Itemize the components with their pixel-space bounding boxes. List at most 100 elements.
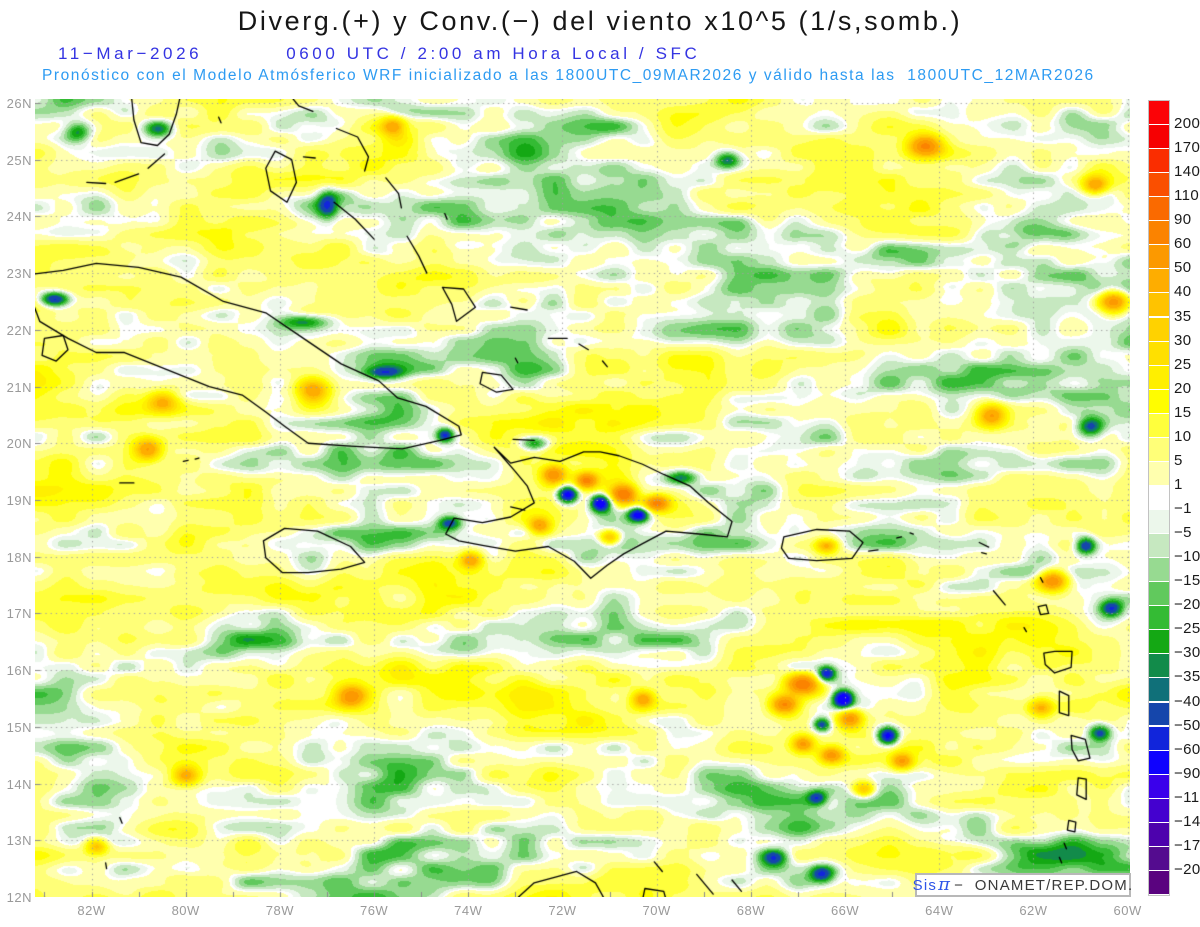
colorbar-label: −40 <box>1174 692 1200 710</box>
colorbar-label: 1 <box>1174 475 1183 493</box>
colorbar-label: −35 <box>1174 668 1200 686</box>
colorbar-label: 10 <box>1174 427 1192 445</box>
lat-tick-label: 20N <box>6 436 32 452</box>
colorbar-cell <box>1149 822 1169 846</box>
colorbar-label: 20 <box>1174 379 1192 397</box>
colorbar-cell <box>1149 341 1169 365</box>
valid-time-line: 11−Mar−2026 0600 UTC / 2:00 am Hora Local… <box>58 44 700 64</box>
colorbar-cell <box>1149 798 1169 822</box>
colorbar-cell <box>1149 678 1169 702</box>
colorbar-cell <box>1149 702 1169 726</box>
colorbar-label: 35 <box>1174 307 1192 325</box>
colorbar-label: −60 <box>1174 740 1200 758</box>
lat-tick-label: 17N <box>6 606 32 622</box>
colorbar-cell <box>1149 485 1169 509</box>
lon-tick-label: 60W <box>1113 903 1142 918</box>
attribution-brand: Sis <box>912 876 938 894</box>
colorbar-label: −140 <box>1174 812 1200 830</box>
colorbar-label: −5 <box>1174 524 1192 542</box>
lat-tick-label: 19N <box>6 492 32 508</box>
map-canvas <box>35 99 1130 897</box>
colorbar-label: 15 <box>1174 403 1192 421</box>
lon-tick-label: 66W <box>830 903 860 918</box>
colorbar-cell <box>1149 365 1169 389</box>
attribution-org: − ONAMET/REP.DOM. <box>954 876 1134 894</box>
colorbar-cell <box>1149 197 1169 221</box>
colorbar-label: 110 <box>1174 187 1200 205</box>
lon-tick-label: 74W <box>454 903 483 918</box>
colorbar-cell <box>1149 149 1169 173</box>
attribution-badge: Sis π − ONAMET/REP.DOM. <box>912 873 1134 897</box>
colorbar-label: 40 <box>1174 283 1192 301</box>
colorbar-cell <box>1149 630 1169 654</box>
colorbar-label: −1 <box>1174 500 1192 518</box>
colorbar-cell <box>1149 750 1169 774</box>
colorbar-cell <box>1149 606 1169 630</box>
colorbar-cell <box>1149 293 1169 317</box>
colorbar-label: −15 <box>1174 572 1200 590</box>
lon-tick-label: 64W <box>925 903 954 918</box>
colorbar-label: 90 <box>1174 211 1192 229</box>
colorbar-label: 170 <box>1174 139 1200 157</box>
lon-tick-label: 72W <box>548 903 577 918</box>
colorbar-cell <box>1149 558 1169 582</box>
lat-tick-label: 26N <box>6 95 32 111</box>
colorbar-cell <box>1149 534 1169 558</box>
lat-tick-label: 22N <box>6 322 32 338</box>
colorbar-cell <box>1149 389 1169 413</box>
colorbar-cell <box>1149 173 1169 197</box>
valid-date: 11−Mar−2026 <box>58 44 203 63</box>
chart-title: Diverg.(+) y Conv.(−) del viento x10^5 (… <box>237 6 963 36</box>
lon-tick-label: 68W <box>736 903 765 918</box>
valid-time: 0600 UTC / 2:00 am Hora Local / SFC <box>286 44 701 63</box>
colorbar-cell <box>1149 101 1169 124</box>
lon-tick-label: 76W <box>359 903 389 918</box>
colorbar-cell <box>1149 125 1169 148</box>
colorbar <box>1148 100 1170 896</box>
colorbar-label: −10 <box>1174 548 1200 566</box>
colorbar-label: 25 <box>1174 355 1192 373</box>
colorbar-label: 140 <box>1174 163 1200 181</box>
lat-tick-label: 16N <box>6 663 32 679</box>
colorbar-label: −200 <box>1174 860 1200 878</box>
lat-tick-label: 25N <box>6 152 32 168</box>
colorbar-cell <box>1149 317 1169 341</box>
colorbar-cell <box>1149 461 1169 485</box>
colorbar-label: −20 <box>1174 596 1200 614</box>
lat-tick-label: 15N <box>6 719 32 735</box>
lat-tick-label: 18N <box>6 549 32 565</box>
lon-tick-label: 82W <box>77 903 106 918</box>
lat-tick-label: 21N <box>6 379 32 395</box>
colorbar-label: −110 <box>1174 788 1200 806</box>
lat-tick-label: 24N <box>6 209 32 225</box>
colorbar-label: 5 <box>1174 451 1183 469</box>
colorbar-cell <box>1149 510 1169 533</box>
colorbar-label: 50 <box>1174 259 1192 277</box>
colorbar-cell <box>1149 437 1169 461</box>
colorbar-label: 200 <box>1174 115 1200 133</box>
colorbar-cell <box>1149 846 1169 870</box>
lat-tick-label: 13N <box>6 833 32 849</box>
lon-tick-label: 62W <box>1019 903 1048 918</box>
forecast-description-line: Pronóstico con el Modelo Atmósferico WRF… <box>42 67 1095 84</box>
lon-tick-label: 80W <box>171 903 200 918</box>
colorbar-label: −25 <box>1174 620 1200 638</box>
lat-tick-label: 23N <box>6 266 32 282</box>
colorbar-label: −90 <box>1174 764 1200 782</box>
lon-tick-label: 70W <box>642 903 671 918</box>
colorbar-cell <box>1149 870 1169 894</box>
lat-tick-label: 14N <box>6 776 32 792</box>
lat-tick-label: 12N <box>6 890 32 905</box>
colorbar-cell <box>1149 654 1169 678</box>
colorbar-label: −30 <box>1174 644 1200 662</box>
colorbar-label: 60 <box>1174 235 1192 253</box>
colorbar-cell <box>1149 726 1169 750</box>
colorbar-cell <box>1149 582 1169 606</box>
lon-tick-label: 78W <box>265 903 294 918</box>
colorbar-label: 30 <box>1174 331 1192 349</box>
colorbar-label: −50 <box>1174 716 1200 734</box>
colorbar-cell <box>1149 774 1169 798</box>
colorbar-cell <box>1149 413 1169 437</box>
colorbar-cell <box>1149 245 1169 269</box>
